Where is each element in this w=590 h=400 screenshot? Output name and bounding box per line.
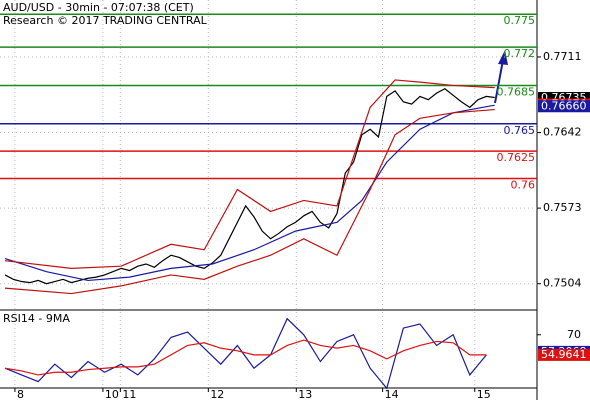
level-label: 0.772 (504, 47, 536, 60)
x-tick-label: 15 (477, 388, 491, 400)
x-tick-label: 12 (210, 388, 224, 400)
level-label: 0.7685 (497, 85, 536, 98)
level-label: 0.7625 (497, 151, 536, 164)
level-label: 0.765 (504, 124, 536, 137)
series-line (4, 339, 487, 376)
x-tick-label: 11 (122, 388, 136, 400)
price-marker (538, 348, 590, 361)
y-tick-label: 0.7642 (543, 126, 582, 139)
chart-subtitle: Research © 2017 TRADING CENTRAL (3, 14, 208, 27)
series-line (4, 317, 487, 390)
series-line (4, 79, 495, 269)
series-line (4, 88, 495, 285)
y-tick-label: 70 (567, 328, 581, 341)
x-tick-label: 14 (385, 388, 399, 400)
price-marker-label: 0.76660 (541, 99, 587, 112)
x-tick-label: 10 (105, 388, 119, 400)
x-tick-label: 13 (298, 388, 312, 400)
price-marker (538, 100, 590, 113)
price-marker-label: 54.9641 (541, 348, 587, 361)
level-label: 0.775 (504, 14, 536, 27)
arrow (494, 59, 504, 104)
rsi-title: RSI14 - 9MA (3, 312, 70, 325)
level-label: 0.76 (511, 179, 536, 192)
chart-title: AUD/USD - 30min - 07:07:38 (CET) (3, 1, 194, 14)
series-line (4, 104, 495, 282)
y-tick-label: 0.7711 (543, 50, 582, 63)
x-tick-label: 8 (17, 388, 24, 400)
y-tick-label: 0.7573 (543, 201, 582, 214)
y-tick-label: 0.7504 (543, 277, 582, 290)
series-line (4, 108, 495, 295)
arrow-head (498, 50, 508, 65)
